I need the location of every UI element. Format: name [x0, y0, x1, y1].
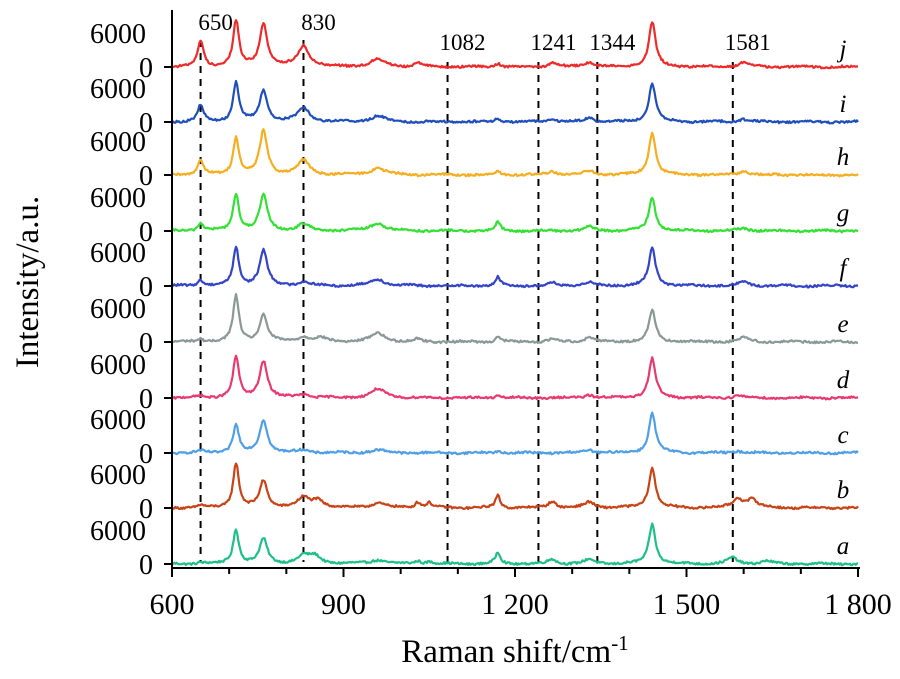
peak-marker-label-830: 830	[301, 10, 336, 35]
y-tick-label-top: 6000	[90, 19, 146, 50]
y-tick-label-zero: 0	[139, 272, 153, 303]
y-tick-label-top: 6000	[90, 294, 146, 325]
series-label-j: j	[837, 36, 847, 63]
x-tick-label-600: 600	[150, 588, 195, 621]
y-tick-label-top: 6000	[90, 238, 146, 269]
x-axis-label: Raman shift/cm-1	[401, 631, 628, 670]
y-tick-label-top: 6000	[90, 405, 146, 436]
y-tick-label-zero: 0	[139, 494, 153, 525]
y-tick-label-top: 6000	[90, 460, 146, 491]
x-tick-label-900: 900	[321, 588, 366, 621]
series-label-c: c	[837, 422, 848, 449]
x-tick-label-1500: 1 500	[653, 588, 721, 621]
series-label-h: h	[837, 144, 850, 171]
y-tick-label-top: 6000	[90, 74, 146, 105]
spectrum-line-j	[171, 19, 859, 70]
y-tick-label-top: 6000	[90, 127, 146, 158]
peak-marker-lines	[199, 40, 734, 562]
y-axis-label: Intensity/a.u.	[10, 196, 46, 368]
spectrum-line-b	[171, 462, 859, 511]
series-label-g: g	[837, 200, 850, 227]
series-label-b: b	[837, 477, 850, 504]
chart-text: a06000b06000c06000d06000e06000f06000g060…	[10, 10, 892, 670]
spectrum-line-c	[172, 411, 859, 456]
y-tick-label-zero: 0	[139, 217, 153, 248]
y-tick-label-zero: 0	[139, 108, 153, 139]
y-tick-label-zero: 0	[139, 439, 153, 470]
y-tick-label-top: 6000	[90, 516, 146, 547]
y-tick-label-zero: 0	[139, 384, 153, 415]
peak-marker-label-1581: 1581	[725, 30, 771, 55]
spectrum-line-f	[171, 245, 859, 289]
series-label-f: f	[840, 255, 850, 282]
series-label-i: i	[840, 91, 847, 118]
x-tick-label-1800: 1 800	[824, 588, 892, 621]
y-tick-label-zero: 0	[139, 328, 153, 359]
x-tick-label-1200: 1 200	[481, 588, 549, 621]
series-label-a: a	[837, 533, 850, 560]
spectrum-line-i	[171, 79, 859, 125]
y-tick-label-top: 6000	[90, 350, 146, 381]
y-tick-label-zero: 0	[139, 161, 153, 192]
spectrum-line-e	[171, 293, 859, 345]
spectrum-line-d	[171, 354, 859, 401]
y-tick-label-zero: 0	[139, 53, 153, 84]
series-label-e: e	[837, 311, 848, 338]
peak-marker-label-1241: 1241	[530, 30, 576, 55]
peak-marker-label-1344: 1344	[589, 30, 636, 55]
series-label-d: d	[837, 367, 850, 394]
y-tick-label-top: 6000	[90, 183, 146, 214]
spectrum-line-a	[171, 522, 859, 567]
peak-marker-label-1082: 1082	[440, 30, 486, 55]
spectrum-line-g	[171, 192, 859, 234]
peak-marker-label-650: 650	[198, 10, 233, 35]
axes	[164, 10, 860, 577]
spectra-series	[171, 19, 859, 567]
y-tick-label-zero: 0	[139, 550, 153, 581]
spectrum-line-h	[171, 128, 859, 178]
